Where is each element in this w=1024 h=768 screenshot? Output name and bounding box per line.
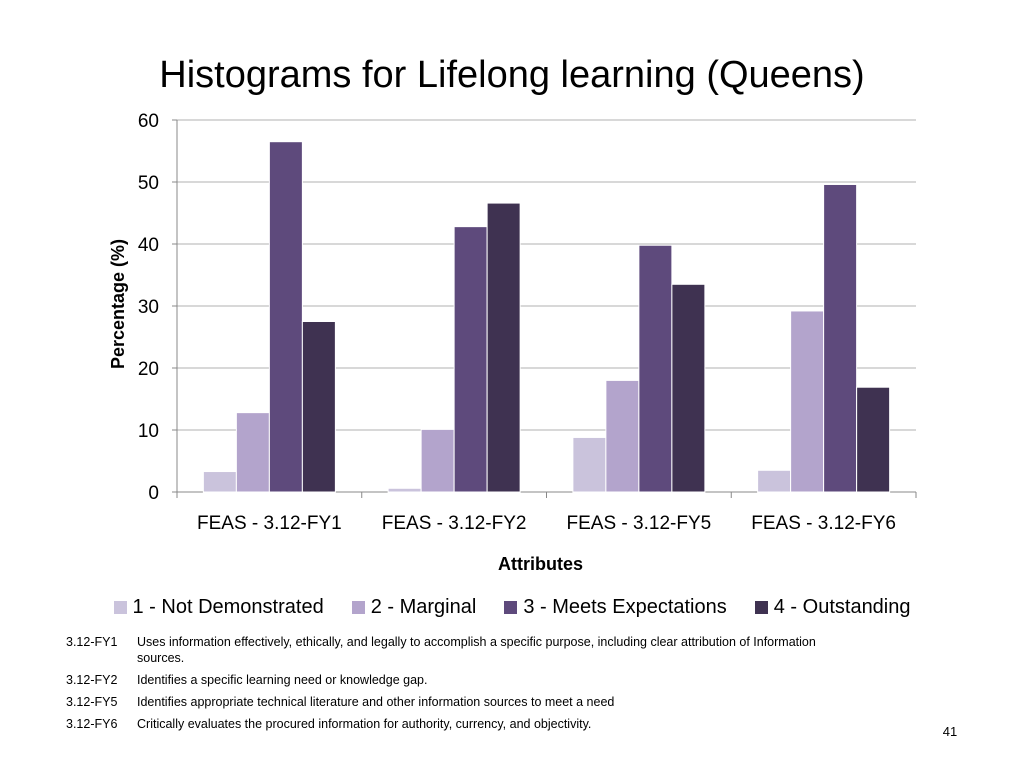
legend-label: 1 - Not Demonstrated [132,596,324,618]
bar [387,487,422,493]
legend-label: 4 - Outstanding [773,596,911,618]
y-tick-label: 40 [138,235,159,256]
y-tick-label: 10 [138,421,159,442]
x-axis-label: Attributes [498,554,583,574]
bar [202,471,237,493]
bar [420,428,455,493]
note-text: Identifies a specific learning need or k… [137,673,428,687]
bar [856,386,891,493]
legend-swatch [504,601,518,614]
chart-legend: 1 - Not Demonstrated 2 - Marginal 3 - Meet… [0,596,1024,619]
x-tick-label: FEAS - 3.12-FY5 [567,513,712,534]
legend-item: 2 - Marginal [351,596,477,619]
y-tick-label: 20 [138,359,159,380]
bar [671,283,706,493]
note-text: Uses information effectively, ethically,… [137,635,816,665]
note-code: 3.12-FY5 [66,695,118,709]
note-code: 3.12-FY6 [66,717,118,731]
attribute-notes: 3.12-FY1 Uses information effectively, et… [66,634,857,738]
chart-title: Histograms for Lifelong learning (Queens… [159,54,865,96]
bar [823,183,858,493]
y-axis-label: Percentage (%) [108,239,128,369]
legend-item: 4 - Outstanding [754,596,911,619]
legend-item: 1 - Not Demonstrated [113,596,324,619]
legend-swatch [113,601,127,614]
bar [572,436,607,493]
bar [235,412,270,493]
x-tick-label: FEAS - 3.12-FY2 [382,513,527,534]
note-row: 3.12-FY2 Identifies a specific learning n… [66,672,857,688]
x-tick-label: FEAS - 3.12-FY6 [751,513,896,534]
legend-swatch [351,601,365,614]
bar [605,379,640,493]
note-row: 3.12-FY5 Identifies appropriate technical… [66,694,857,710]
bar [790,310,825,493]
note-text: Identifies appropriate technical literat… [137,695,615,709]
legend-label: 2 - Marginal [370,596,477,618]
bar [638,244,673,493]
bar [301,321,336,493]
legend-item: 3 - Meets Expectations [504,596,727,619]
y-tick-label: 50 [138,173,159,194]
page-number: 41 [942,724,958,739]
bar [453,226,488,493]
legend-label: 3 - Meets Expectations [523,596,727,618]
bar-chart: 0 10 20 30 40 50 60 FEAS - 3.12-FY1 FEAS - 3.12-… [108,111,917,574]
bar [268,141,303,493]
note-row: 3.12-FY6 Critically evaluates the procure… [66,716,857,732]
x-tick-label: FEAS - 3.12-FY1 [197,513,342,534]
y-tick-label: 0 [148,483,159,504]
bar [486,202,521,493]
bar [757,469,792,493]
note-code: 3.12-FY2 [66,673,118,687]
note-text: Critically evaluates the procured inform… [137,717,592,731]
note-code: 3.12-FY1 [66,635,118,649]
legend-swatch [754,601,768,614]
y-tick-label: 30 [138,297,159,318]
y-tick-label: 60 [138,111,159,132]
note-row: 3.12-FY1 Uses information effectively, et… [66,634,857,666]
